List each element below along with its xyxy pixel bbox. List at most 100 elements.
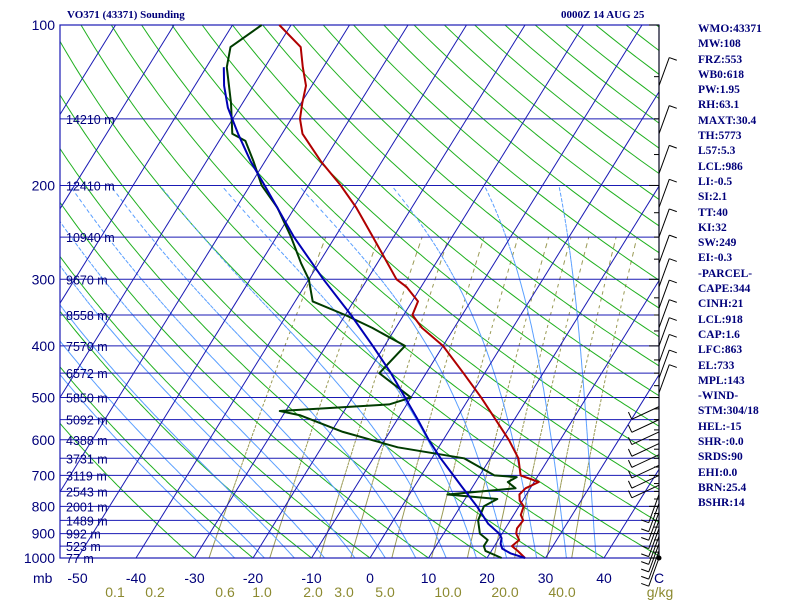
height-label: 523 m: [66, 540, 101, 554]
index-item: KI:32: [698, 221, 727, 234]
wind-barb: [658, 299, 670, 329]
dry-adiabat: [625, 24, 660, 51]
mixing-ratio-label: 2.0: [303, 584, 323, 600]
index-item: TH:5773: [698, 130, 742, 143]
height-label: 5092 m: [66, 414, 108, 428]
wind-barb-flag: [641, 575, 649, 580]
wind-barb: [648, 535, 660, 565]
wind-barb: [648, 557, 660, 587]
wind-barb-flag: [669, 299, 677, 303]
surface-marker: [656, 555, 662, 561]
wind-barb-flag: [627, 411, 633, 420]
mixing-ratio-label: 3.0: [334, 584, 354, 600]
wind-barb: [658, 208, 670, 238]
index-item: WB0:618: [698, 68, 744, 81]
wind-barb: [658, 317, 670, 347]
wind-barb: [658, 179, 670, 208]
wind-barb: [648, 511, 660, 541]
wind-barb-flag: [669, 258, 677, 262]
wind-barb-flag: [669, 279, 677, 284]
wind-barb: [631, 464, 660, 479]
index-item: CAP:1.6: [698, 328, 740, 341]
height-label: 7570 m: [66, 340, 108, 354]
index-item: SI:2.1: [698, 191, 728, 204]
isotherms: [59, 24, 660, 559]
pressure-tick-label: 400: [32, 338, 56, 354]
index-item: SHR-:0.0: [698, 436, 744, 449]
mixing-ratio-unit-label: g/kg: [647, 584, 673, 600]
wind-barb-flag: [641, 553, 649, 558]
dry-adiabat: [474, 24, 660, 174]
height-label: 77 m: [66, 552, 94, 566]
wind-barb: [631, 474, 660, 489]
index-item: -WIND-: [698, 390, 739, 403]
dry-adiabat: [595, 24, 660, 75]
index-item: PW:1.95: [698, 84, 740, 97]
wind-barb: [658, 57, 670, 86]
temperature-tick-label: -40: [126, 570, 146, 586]
dry-adiabat: [59, 148, 488, 559]
wind-barb: [648, 543, 660, 573]
wind-barb: [648, 550, 660, 580]
wind-barb: [631, 454, 660, 468]
mixing-ratio-label: 0.1: [105, 584, 125, 600]
wind-barb-flag: [641, 545, 649, 550]
wind-barb-flag: [627, 490, 633, 499]
temperature-tick-label: -20: [243, 570, 263, 586]
wind-barb-flag: [627, 470, 633, 479]
isobars: [60, 118, 659, 547]
wind-barb-flag: [669, 317, 677, 321]
index-item: HEL:-15: [698, 420, 742, 433]
dry-adiabat: [59, 202, 429, 559]
index-item: EHI:0.0: [698, 466, 738, 479]
wind-barb-flag: [627, 424, 633, 433]
wind-barb-flag: [669, 349, 677, 354]
pressure-tick-label: 700: [32, 467, 56, 483]
pressure-tick-label: 800: [32, 498, 56, 514]
pressure-tick-label: 600: [32, 432, 56, 448]
wind-barb-flag: [669, 234, 677, 239]
index-item: WMO:43371: [698, 23, 762, 35]
wind-barb: [631, 406, 660, 420]
pressure-tick-label: 500: [32, 390, 56, 406]
index-item: TT:40: [698, 206, 728, 219]
chart-title: VO371 (43371) Sounding: [67, 9, 185, 21]
wind-barb-flag: [669, 178, 677, 183]
mixing-ratio-label: 40.0: [548, 584, 575, 600]
index-item: MAXT:30.4: [698, 114, 757, 127]
mixing-ratio-label: 0.2: [145, 584, 165, 600]
sounding-traces: [222, 24, 540, 559]
index-item: BRN:25.4: [698, 481, 747, 494]
moist-adiabat: [69, 185, 386, 559]
index-item: RH:63.1: [698, 99, 740, 112]
wind-barb-flag: [669, 208, 677, 213]
height-label: 1489 m: [66, 514, 108, 528]
index-item: SW:249: [698, 237, 737, 250]
wind-barbs: [627, 57, 677, 587]
index-item: -PARCEL-: [698, 267, 753, 280]
pressure-tick-label: 100: [32, 17, 56, 33]
wind-barb: [631, 431, 660, 446]
height-label: 12410 m: [66, 179, 115, 193]
isotherm: [59, 24, 233, 304]
wind-barb-flag: [669, 144, 677, 149]
height-label: 2543 m: [66, 485, 108, 499]
index-item: LCL:986: [698, 160, 743, 173]
wind-barb-flag: [641, 561, 649, 565]
moist-adiabat: [558, 185, 597, 559]
wind-barb: [631, 443, 660, 457]
mixing-ratio-line: [350, 236, 450, 559]
height-label: 3119 m: [66, 469, 107, 483]
wind-barb: [631, 484, 660, 499]
isotherm: [311, 24, 643, 559]
temperature-tick-label: -30: [184, 570, 204, 586]
wind-barb-flag: [627, 437, 633, 445]
height-label: 14210 m: [66, 113, 115, 127]
wind-barb-flag: [627, 459, 633, 468]
temperature-trace: [278, 24, 540, 559]
dry-adiabat: [80, 24, 660, 557]
isotherm: [545, 374, 660, 559]
wind-barb-flag: [641, 519, 649, 524]
wind-barb: [648, 528, 660, 557]
